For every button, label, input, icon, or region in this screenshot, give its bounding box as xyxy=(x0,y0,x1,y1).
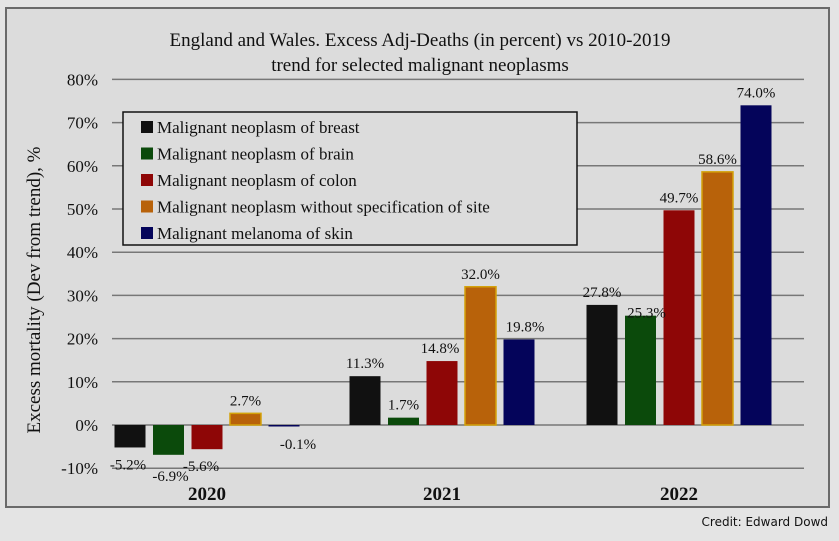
y-tick-label: -10% xyxy=(61,459,98,478)
data-label: 25.3% xyxy=(627,306,666,322)
bars xyxy=(114,105,772,455)
category-label: 2020 xyxy=(188,484,226,505)
category-labels: 2020 2021 2022 xyxy=(188,484,698,505)
data-label: -6.9% xyxy=(152,469,188,485)
y-tick-label: 50% xyxy=(67,200,98,219)
bar xyxy=(349,376,381,425)
y-tick-label: 20% xyxy=(67,330,98,349)
category-label: 2022 xyxy=(660,484,698,505)
bar xyxy=(740,105,772,425)
data-label: 1.7% xyxy=(388,398,419,414)
y-tick-label: 0% xyxy=(75,416,98,435)
credit-text: Credit: Edward Dowd xyxy=(701,515,828,529)
legend-swatch xyxy=(141,147,153,160)
bar xyxy=(701,171,734,426)
legend-entry: Malignant neoplasm of breast xyxy=(157,118,360,137)
legend-entry: Malignant neoplasm of colon xyxy=(157,171,357,190)
data-label: -0.1% xyxy=(280,437,316,453)
y-axis-label: Excess mortality (Dev from trend), % xyxy=(24,146,45,433)
legend-entry: Malignant neoplasm of brain xyxy=(157,145,354,164)
bar xyxy=(229,412,262,426)
bar xyxy=(663,210,695,425)
data-label: 2.7% xyxy=(230,393,261,409)
data-label: 14.8% xyxy=(421,341,460,357)
data-label: 19.8% xyxy=(506,319,545,335)
legend-swatch xyxy=(141,200,153,213)
data-label: -5.2% xyxy=(110,457,146,473)
bar xyxy=(268,425,300,427)
legend-box xyxy=(122,111,578,246)
bar xyxy=(625,315,656,425)
y-tick-label: 60% xyxy=(67,157,98,176)
legend: Malignant neoplasm of breast Malignant ne… xyxy=(122,111,578,246)
data-label: 58.6% xyxy=(698,152,737,168)
legend-entry: Malignant melanoma of skin xyxy=(157,224,353,243)
data-labels: -5.2% 11.3% 27.8% -6.9% 1.7% 25.3% -5.6% 14.8% 4… xyxy=(110,85,776,484)
legend-swatch xyxy=(141,174,153,186)
y-tick-label: 10% xyxy=(67,373,98,392)
legend-swatch xyxy=(141,121,153,133)
y-tick-labels: 80% 70% 60% 50% 40% 30% 20% 10% 0% -10% xyxy=(61,70,98,478)
bar xyxy=(464,286,497,426)
bar xyxy=(388,417,419,425)
y-tick-label: 30% xyxy=(67,286,98,305)
data-label: 27.8% xyxy=(583,285,622,301)
data-label: 11.3% xyxy=(346,356,384,372)
category-label: 2021 xyxy=(423,484,461,505)
legend-swatch xyxy=(141,227,153,239)
data-label: 49.7% xyxy=(660,190,699,206)
y-tick-label: 40% xyxy=(67,243,98,262)
data-label: 32.0% xyxy=(461,267,500,283)
bar xyxy=(426,361,458,425)
data-label: -5.6% xyxy=(183,459,219,475)
chart-subtitle: trend for selected malignant neoplasms xyxy=(271,55,569,76)
bar xyxy=(153,425,184,455)
bar xyxy=(114,425,146,448)
bar xyxy=(586,304,618,425)
chart-title: England and Wales. Excess Adj-Deaths (in… xyxy=(170,30,671,51)
data-label: 74.0% xyxy=(737,85,776,101)
y-tick-label: 70% xyxy=(67,114,98,133)
y-tick-label: 80% xyxy=(67,70,98,89)
bar xyxy=(503,339,535,425)
bar xyxy=(191,425,223,450)
legend-entry: Malignant neoplasm without specification… xyxy=(157,198,490,217)
